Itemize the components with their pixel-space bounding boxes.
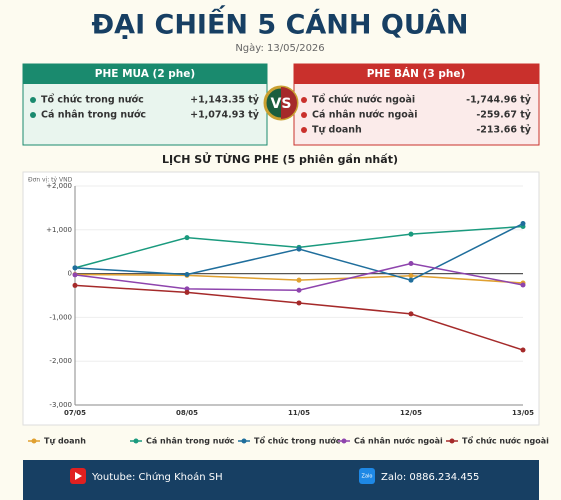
x-tick-label: 11/05	[288, 409, 310, 417]
date: Ngày: 13/05/2026	[235, 42, 324, 54]
x-tick-label: 08/05	[176, 409, 198, 417]
legend-dot	[31, 438, 37, 444]
point	[408, 231, 414, 237]
point	[184, 289, 190, 295]
bullet	[301, 127, 307, 133]
bullet	[30, 112, 36, 118]
row-label: Cá nhân trong nước	[41, 110, 146, 121]
unit-label: Đơn vị: tỷ VND	[28, 177, 73, 184]
point	[184, 286, 190, 292]
vs-text: VS	[271, 96, 292, 112]
x-tick-label: 13/05	[512, 409, 534, 417]
point	[296, 287, 302, 293]
legend-label: Tổ chức trong nước	[254, 435, 341, 446]
point	[408, 311, 414, 317]
x-tick-label: 07/05	[64, 409, 86, 417]
row-value: -213.66 tỷ	[476, 125, 531, 136]
point	[296, 277, 302, 283]
point	[184, 235, 190, 241]
chart-title: LỊCH SỬ TỪNG PHE (5 phiên gần nhất)	[162, 152, 398, 166]
sell-header	[294, 64, 539, 84]
point	[520, 347, 526, 353]
point	[296, 300, 302, 306]
y-tick-label: 0	[68, 270, 72, 278]
buy-header	[23, 64, 267, 84]
point	[408, 273, 414, 279]
youtube-text: Youtube: Chứng Khoán SH	[91, 471, 223, 483]
row-value: +1,074.93 tỷ	[190, 110, 260, 121]
row-label: Tổ chức trong nước	[41, 94, 144, 106]
legend-label: Cá nhân nước ngoài	[354, 436, 443, 446]
y-tick-label: -1,000	[49, 313, 72, 321]
youtube-play	[75, 472, 82, 480]
legend-label: Tổ chức nước ngoài	[462, 435, 549, 446]
sell-title: PHE BÁN (3 phe)	[367, 67, 466, 80]
point	[72, 272, 78, 278]
legend-label: Tự doanh	[44, 437, 86, 446]
zalo-icon-text: Zalo	[362, 474, 373, 480]
y-tick-label: -3,000	[49, 401, 72, 409]
bullet	[30, 97, 36, 103]
x-tick-label: 12/05	[400, 409, 422, 417]
point	[520, 282, 526, 288]
point	[520, 221, 526, 227]
point	[408, 277, 414, 283]
y-tick-label: -2,000	[49, 357, 72, 365]
legend-dot	[341, 438, 347, 444]
legend-label: Cá nhân trong nước	[146, 436, 235, 446]
chart-frame	[22, 171, 540, 426]
point	[408, 261, 414, 267]
y-tick-label: +1,000	[46, 226, 72, 234]
legend-dot	[133, 438, 139, 444]
vs-half	[281, 87, 297, 119]
title: ĐẠI CHIẾN 5 CÁNH QUÂN	[92, 6, 469, 41]
row-value: +1,143.35 tỷ	[190, 95, 260, 106]
legend-dot	[449, 438, 455, 444]
y-tick-label: +2,000	[46, 182, 72, 190]
zalo-icon	[359, 468, 375, 484]
row-label: Tự doanh	[312, 125, 362, 136]
legend-dot	[241, 438, 247, 444]
row-value: -259.67 tỷ	[476, 110, 531, 121]
point	[72, 282, 78, 288]
buy-title: PHE MUA (2 phe)	[95, 68, 195, 80]
bullet	[301, 97, 307, 103]
row-label: Cá nhân nước ngoài	[312, 110, 417, 121]
point	[296, 246, 302, 252]
bullet	[301, 112, 307, 118]
row-value: -1,744.96 tỷ	[466, 95, 532, 106]
point	[72, 265, 78, 271]
row-label: Tổ chức nước ngoài	[312, 94, 415, 106]
zalo-text: Zalo: 0886.234.455	[381, 472, 479, 483]
point	[184, 271, 190, 277]
footer	[23, 460, 539, 500]
